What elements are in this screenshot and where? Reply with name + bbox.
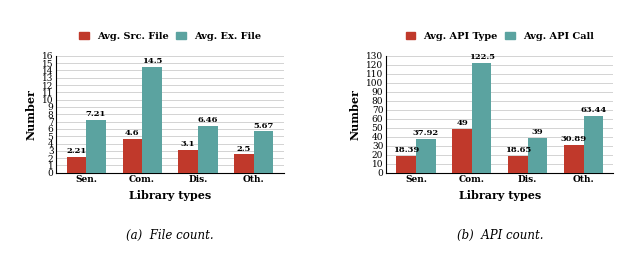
Text: (a)  File count.: (a) File count. <box>126 229 214 242</box>
Bar <box>198 125 217 173</box>
Bar <box>123 139 142 173</box>
X-axis label: Library types: Library types <box>129 190 211 201</box>
X-axis label: Library types: Library types <box>459 190 541 201</box>
Y-axis label: Number: Number <box>349 89 361 140</box>
Text: 63.44: 63.44 <box>580 106 607 114</box>
Text: 2.21: 2.21 <box>66 147 86 155</box>
Text: 39: 39 <box>531 128 543 136</box>
Text: 5.67: 5.67 <box>254 122 274 130</box>
Bar <box>67 156 86 173</box>
Bar <box>583 116 603 173</box>
Bar <box>508 156 528 173</box>
Bar <box>416 139 436 173</box>
Text: 4.6: 4.6 <box>125 129 140 137</box>
Text: 49: 49 <box>456 119 468 127</box>
Text: 7.21: 7.21 <box>86 110 106 118</box>
Y-axis label: Number: Number <box>26 89 36 140</box>
Bar <box>254 131 274 173</box>
Bar <box>234 154 254 173</box>
Bar <box>178 150 198 173</box>
Text: 14.5: 14.5 <box>141 57 162 65</box>
Text: 122.5: 122.5 <box>469 53 495 61</box>
Bar <box>564 145 583 173</box>
Text: 18.65: 18.65 <box>505 146 531 154</box>
Bar <box>86 120 106 173</box>
Bar <box>528 138 547 173</box>
Text: 18.39: 18.39 <box>393 147 419 154</box>
Legend: Avg. API Type, Avg. API Call: Avg. API Type, Avg. API Call <box>402 28 598 45</box>
Bar <box>396 156 416 173</box>
Bar <box>472 63 491 173</box>
Bar <box>453 129 472 173</box>
Text: 3.1: 3.1 <box>181 140 195 148</box>
Legend: Avg. Src. File, Avg. Ex. File: Avg. Src. File, Avg. Ex. File <box>75 28 265 45</box>
Text: 37.92: 37.92 <box>413 129 439 137</box>
Text: (b)  API count.: (b) API count. <box>456 229 543 242</box>
Text: 30.89: 30.89 <box>561 135 587 143</box>
Text: 2.5: 2.5 <box>237 145 251 153</box>
Text: 6.46: 6.46 <box>198 116 218 124</box>
Bar <box>142 67 162 173</box>
